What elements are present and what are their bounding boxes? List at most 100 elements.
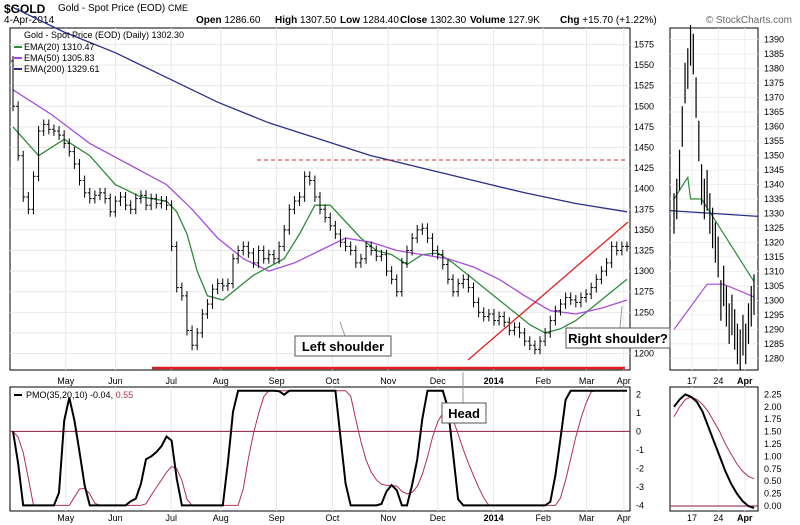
pmo-y-tick: -4 (636, 500, 644, 510)
y-tick-label: 1250 (634, 307, 654, 317)
inset-y-tick: 1355 (764, 136, 784, 146)
series-ema20 (12, 126, 628, 334)
quote-date: 4-Apr-2014 (4, 15, 55, 26)
y-tick-label: 1400 (634, 184, 654, 194)
y-tick-label: 1300 (634, 266, 654, 276)
inset-pmo-y-tick: 1.75 (764, 414, 782, 424)
x-tick-label: Nov (380, 376, 397, 386)
inset-y-tick: 1325 (764, 223, 784, 233)
inset-pmo-line (673, 393, 755, 509)
x-tick-label: 2014 (484, 513, 504, 523)
legend-pmo-value: -0.04 (90, 390, 111, 400)
x-tick-label: Mar (579, 513, 595, 523)
x-tick-label: Sep (269, 376, 285, 386)
x-tick-label: Feb (535, 376, 551, 386)
inset-pmo-y-tick: 1.50 (764, 427, 782, 437)
right-shoulder-label: Right shoulder? (568, 331, 668, 346)
pmo-y-tick: -3 (636, 482, 644, 492)
inset-y-tick: 1375 (764, 78, 784, 88)
inset-ema20 (673, 175, 755, 282)
legend-pmo-signal-value: 0.55 (116, 390, 134, 400)
low-quote: Low 1284.40 (340, 15, 399, 26)
y-tick-label: 1325 (634, 246, 654, 256)
y-tick-label: 1550 (634, 60, 654, 70)
symbol-label: $GOLD (4, 2, 46, 16)
inset-y-tick: 1285 (764, 339, 784, 349)
x-tick-label: 2014 (484, 376, 504, 386)
inset-ema200 (669, 209, 759, 217)
y-tick-label: 1475 (634, 122, 654, 132)
right-shoulder-annotation: Right shoulder? (565, 305, 671, 349)
x-tick-label: Oct (325, 513, 340, 523)
price-bars (11, 25, 755, 370)
main-legend: Gold - Spot Price (EOD) (Daily) 1302.30 … (14, 30, 184, 74)
high-quote: High 1307.50 (275, 15, 337, 26)
volume-quote: Volume 127.9K (470, 15, 540, 26)
left-shoulder-label: Left shoulder (302, 339, 384, 354)
left-shoulder-annotation: Left shoulder (294, 321, 392, 357)
inset-y-tick: 1300 (764, 295, 784, 305)
inset-x-tick: Apr (737, 376, 753, 386)
inset-x-tick: 24 (713, 513, 723, 523)
inset-pmo-panel (669, 386, 759, 512)
series-ema200 (12, 6, 628, 213)
inset-ema50 (673, 283, 755, 330)
inset-pmo-y-tick: 2.00 (764, 402, 782, 412)
y-tick-label: 1500 (634, 101, 654, 111)
x-tick-label: May (57, 376, 75, 386)
inset-y-tick: 1310 (764, 266, 784, 276)
x-tick-label: Jul (165, 513, 177, 523)
inset-y-tick: 1365 (764, 107, 784, 117)
inset-y-tick: 1330 (764, 208, 784, 218)
uptrend-line (467, 221, 629, 361)
head-label: Head (448, 406, 480, 421)
svg-text:PMO(35,20,10) -0.04, 0.55: PMO(35,20,10) -0.04, 0.55 (26, 390, 133, 400)
inset-y-tick: 1350 (764, 151, 784, 161)
y-tick-label: 1425 (634, 163, 654, 173)
inset-pmo-y-tick: 1.00 (764, 451, 782, 461)
inset-pmo-y-tick: 1.25 (764, 439, 782, 449)
x-tick-label: Jul (165, 376, 177, 386)
brand-watermark: © StockCharts.com (705, 15, 792, 26)
x-tick-label: Dec (430, 376, 447, 386)
pmo-y-tick: -2 (636, 463, 644, 473)
x-tick-label: Jun (108, 513, 123, 523)
y-tick-label: 1525 (634, 81, 654, 91)
x-tick-label: Sep (269, 513, 285, 523)
legend-gold: Gold - Spot Price (EOD) (Daily) 1302.30 (24, 30, 184, 40)
legend-pmo: PMO(35,20,10) (26, 390, 88, 400)
close-quote: Close 1302.30 (400, 15, 467, 26)
inset-pmo-y-tick: 0.50 (764, 476, 782, 486)
inset-pmo-y-tick: 0.00 (764, 501, 782, 511)
x-tick-label: Mar (579, 376, 595, 386)
axis-tick-labels: May May Jun Jun Jul Jul Aug Aug Sep Sep Oct Oct Nov N… (57, 35, 784, 523)
inset-y-tick: 1360 (764, 122, 784, 132)
inset-y-tick: 1345 (764, 165, 784, 175)
y-tick-label: 1275 (634, 287, 654, 297)
instrument-name: Gold - Spot Price (EOD) CME (58, 3, 189, 14)
inset-y-tick: 1390 (764, 35, 784, 45)
inset-pmo-signal (673, 396, 755, 480)
inset-x-tick: Apr (737, 513, 753, 523)
x-tick-label: Nov (380, 513, 397, 523)
inset-pmo-y-tick: 2.25 (764, 389, 782, 399)
pmo-y-tick: 0 (636, 426, 641, 436)
pmo-y-tick: -1 (636, 445, 644, 455)
y-tick-label: 1350 (634, 225, 654, 235)
inset-x-tick: 17 (687, 376, 697, 386)
x-tick-label: Apr (617, 513, 631, 523)
head-annotation: Head (441, 372, 487, 424)
inset-y-tick: 1280 (764, 353, 784, 363)
x-tick-label: Apr (617, 376, 631, 386)
pmo-y-tick: 1 (636, 408, 641, 418)
inset-y-tick: 1315 (764, 252, 784, 262)
x-tick-label: May (57, 513, 75, 523)
pmo-legend: PMO(35,20,10) -0.04, 0.55 (14, 390, 133, 400)
inset-y-tick: 1380 (764, 64, 784, 74)
y-tick-label: 1450 (634, 142, 654, 152)
chart-header: $GOLD Gold - Spot Price (EOD) CME 4-Apr-… (0, 0, 800, 26)
inset-y-tick: 1385 (764, 49, 784, 59)
inset-y-tick: 1335 (764, 194, 784, 204)
inset-y-tick: 1370 (764, 93, 784, 103)
